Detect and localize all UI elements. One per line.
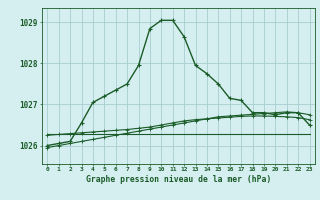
X-axis label: Graphe pression niveau de la mer (hPa): Graphe pression niveau de la mer (hPa): [86, 175, 271, 184]
